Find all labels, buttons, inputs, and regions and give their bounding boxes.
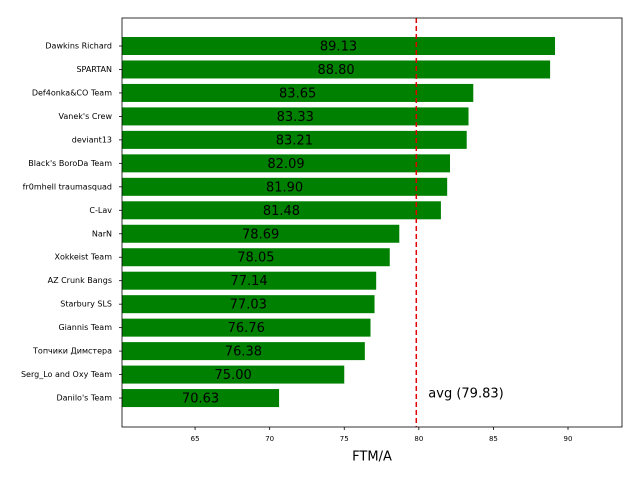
y-tick-label: Black's BoroDa Team (28, 159, 112, 168)
y-tick-label: Giannis Team (58, 323, 112, 332)
x-tick-label: 65 (191, 435, 200, 443)
value-label: 70.63 (182, 392, 219, 407)
y-tick-label: AZ Crunk Bangs (48, 276, 112, 285)
value-label: 83.65 (279, 86, 316, 101)
x-tick-label: 90 (564, 435, 573, 443)
bar (122, 201, 441, 220)
bar (122, 342, 365, 361)
value-label: 81.90 (266, 180, 303, 195)
y-tick-label: SPARTAN (76, 65, 112, 74)
bar (122, 271, 377, 290)
value-label: 77.03 (230, 298, 267, 313)
y-tick-label: Xokkeist Team (55, 253, 113, 262)
value-label: 82.09 (267, 157, 304, 172)
value-label: 75.00 (215, 368, 252, 383)
bar (122, 107, 469, 126)
x-tick-label: 85 (489, 435, 498, 443)
x-axis-label: FTM/A (352, 450, 392, 465)
value-label: 83.33 (277, 110, 314, 125)
bar (122, 248, 390, 267)
y-tick-label: Топчики Димстера (32, 347, 112, 356)
y-tick-label: Dawkins Richard (45, 42, 112, 51)
y-tick-label: deviant13 (72, 135, 112, 144)
value-label: 76.38 (225, 345, 262, 360)
value-label: 89.13 (320, 40, 357, 55)
plot-frame (121, 17, 623, 428)
y-tick-label: Serg_Lo and Oxy Team (21, 370, 112, 379)
value-label: 76.76 (228, 321, 265, 336)
bar (122, 60, 551, 79)
y-tick-label: fr0mhell traumasquad (23, 182, 112, 191)
bar (122, 295, 375, 314)
bar (122, 130, 467, 149)
bar (122, 224, 400, 243)
y-tick-label: Def4onka&CO Team (32, 88, 112, 97)
value-label: 78.05 (237, 251, 274, 266)
bar (122, 83, 474, 102)
x-tick-label: 75 (340, 435, 349, 443)
bar (122, 37, 556, 55)
value-label: 78.69 (242, 227, 279, 242)
y-tick-label: Vanek's Crew (59, 112, 113, 121)
bar (122, 318, 371, 337)
value-label: 81.48 (263, 204, 300, 219)
average-label: avg (79.83) (428, 387, 503, 402)
x-tick-label: 80 (414, 435, 423, 443)
value-label: 77.14 (230, 274, 267, 289)
bar (122, 365, 345, 384)
y-tick-label: NarN (92, 229, 112, 238)
bar (122, 389, 280, 408)
y-tick-label: C-Lav (89, 206, 112, 215)
y-tick-label: Danilo's Team (56, 394, 112, 403)
value-label: 83.21 (276, 133, 313, 148)
value-label: 88.80 (317, 63, 354, 78)
bar (122, 154, 451, 173)
y-tick-label: Starbury SLS (60, 300, 112, 309)
x-tick-label: 70 (265, 435, 274, 443)
bar (122, 177, 448, 196)
